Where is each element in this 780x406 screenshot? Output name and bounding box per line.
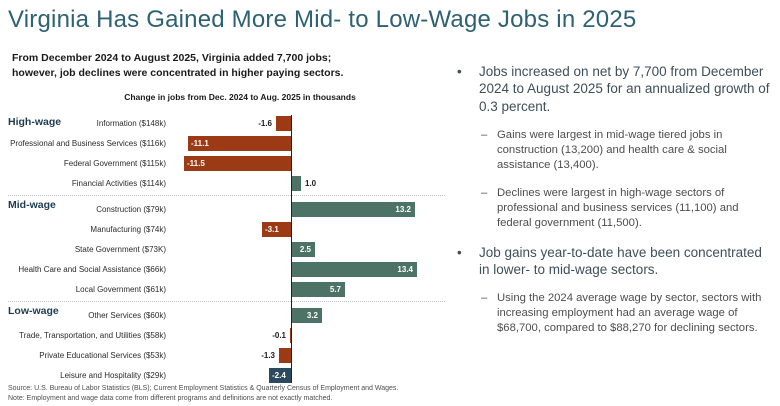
sector-label: Professional and Business Services ($116… bbox=[10, 138, 166, 148]
value-bar bbox=[262, 221, 291, 237]
value-label: -11.5 bbox=[187, 159, 205, 168]
tier-label-mid-wage: Mid-wage bbox=[8, 199, 56, 211]
value-bar bbox=[292, 175, 301, 191]
bullet-text: Jobs increased on net by 7,700 from Dece… bbox=[479, 64, 770, 114]
bullet-text: Job gains year-to-date have been concent… bbox=[479, 244, 762, 278]
tier-label-high-wage: High-wage bbox=[8, 116, 62, 128]
bar-plot-area: -1.3 bbox=[166, 347, 445, 363]
value-label: 2.5 bbox=[299, 245, 311, 254]
value-bar bbox=[188, 135, 291, 151]
callout-line-2: however, job declines were concentrated … bbox=[12, 66, 344, 79]
bullet-dash-icon: – bbox=[481, 128, 488, 141]
bullet-dot-icon: • bbox=[457, 64, 462, 79]
sector-label: Information ($148k) bbox=[96, 118, 166, 128]
value-label: 13.4 bbox=[397, 265, 413, 274]
value-label: 1.0 bbox=[305, 178, 317, 188]
bullet-dash-icon: – bbox=[481, 292, 488, 305]
tier-group-mid-wage: Mid-wage Construction ($79k) 13.2 Manufactu… bbox=[8, 195, 445, 299]
bar-row: Information ($148k) -1.6 bbox=[8, 113, 445, 133]
sector-label: Federal Government ($115k) bbox=[63, 158, 166, 168]
takeaway-sub-bullet: – Gains were largest in mid-wage tiered j… bbox=[452, 128, 776, 173]
bar-chart: High-wage Information ($148k) -1.6 Professi… bbox=[8, 113, 445, 385]
bar-row: Other Services ($60k) 3.2 bbox=[8, 305, 445, 325]
value-bar bbox=[279, 347, 291, 363]
chart-callout: From December 2024 to August 2025, Virgi… bbox=[12, 51, 412, 80]
value-label: 5.7 bbox=[329, 285, 341, 294]
source-note: Source: U.S. Bureau of Labor Statistics … bbox=[8, 385, 399, 392]
sector-label: Leisure and Hospitality ($29k) bbox=[60, 370, 166, 380]
value-label: -3.1 bbox=[265, 225, 279, 234]
takeaway-sub-bullet: – Declines were largest in high-wage sect… bbox=[452, 186, 776, 231]
bar-plot-area: -3.1 bbox=[166, 221, 445, 237]
bar-row: Professional and Business Services ($116… bbox=[8, 133, 445, 153]
bar-row: State Government ($73K) 2.5 bbox=[8, 239, 445, 259]
bullet-text: Gains were largest in mid-wage tiered jo… bbox=[497, 128, 727, 171]
value-bar bbox=[292, 281, 345, 297]
tier-group-high-wage: High-wage Information ($148k) -1.6 Professi… bbox=[8, 113, 445, 193]
bullet-dot-icon: • bbox=[457, 244, 462, 260]
sector-label: Financial Activities ($114k) bbox=[71, 178, 166, 188]
bullet-text: Declines were largest in high-wage secto… bbox=[497, 186, 739, 229]
zero-axis-line bbox=[291, 115, 292, 383]
takeaway-bullet: • Job gains year-to-date have been concen… bbox=[452, 244, 776, 279]
bar-row: Trade, Transportation, and Utilities ($5… bbox=[8, 325, 445, 345]
bar-row: Leisure and Hospitality ($29k) -2.4 bbox=[8, 365, 445, 385]
takeaway-bullet: • Jobs increased on net by 7,700 from Dec… bbox=[452, 63, 776, 115]
bar-plot-area: 13.4 bbox=[166, 261, 445, 277]
takeaway-sub-bullet: – Using the 2024 average wage by sector, … bbox=[452, 291, 776, 336]
sector-label: Construction ($79k) bbox=[96, 204, 166, 214]
chart-footer: Source: U.S. Bureau of Labor Statistics … bbox=[8, 384, 448, 404]
value-bar bbox=[184, 155, 291, 171]
bar-row: Health Care and Social Assistance ($66k)… bbox=[8, 259, 445, 279]
bar-row: Private Educational Services ($53k) -1.3 bbox=[8, 345, 445, 365]
bar-row: Local Government ($61k) 5.7 bbox=[8, 279, 445, 299]
bar-plot-area: -2.4 bbox=[166, 367, 445, 383]
value-bar bbox=[276, 115, 291, 131]
bar-plot-area: -11.5 bbox=[166, 155, 445, 171]
chart-title: Change in jobs from Dec. 2024 to Aug. 20… bbox=[124, 92, 356, 102]
value-bar bbox=[292, 261, 417, 277]
data-note: Note: Employment and wage data come from… bbox=[8, 394, 333, 402]
value-label: 13.2 bbox=[395, 205, 411, 214]
sector-label: Manufacturing ($74k) bbox=[90, 224, 166, 234]
sector-label: Other Services ($60k) bbox=[88, 310, 166, 320]
bar-row: Financial Activities ($114k) 1.0 bbox=[8, 173, 445, 193]
value-bar bbox=[292, 201, 415, 217]
value-label: 3.2 bbox=[306, 311, 318, 320]
bar-plot-area: 2.5 bbox=[166, 241, 445, 257]
bullet-text: Using the 2024 average wage by sector, s… bbox=[497, 292, 762, 335]
value-bar bbox=[292, 307, 322, 323]
bar-plot-area: -1.6 bbox=[166, 115, 445, 131]
value-label: -1.3 bbox=[261, 350, 275, 360]
callout-line-1: From December 2024 to August 2025, Virgi… bbox=[12, 52, 332, 64]
value-bar bbox=[290, 327, 291, 343]
bar-row: Manufacturing ($74k) -3.1 bbox=[8, 219, 445, 239]
tier-label-low-wage: Low-wage bbox=[8, 305, 59, 317]
value-label: -1.6 bbox=[258, 118, 272, 128]
page-title: Virginia Has Gained More Mid- to Low-Wag… bbox=[8, 6, 637, 33]
key-takeaways: • Jobs increased on net by 7,700 from Dec… bbox=[452, 63, 776, 349]
bar-plot-area: 13.2 bbox=[166, 201, 445, 217]
tier-group-low-wage: Low-wage Other Services ($60k) 3.2 Trade, T… bbox=[8, 301, 445, 385]
sector-label: State Government ($73K) bbox=[74, 244, 166, 254]
sector-label: Local Government ($61k) bbox=[75, 284, 166, 294]
bar-plot-area: 3.2 bbox=[166, 307, 445, 323]
bar-plot-area: -11.1 bbox=[166, 135, 445, 151]
bullet-dash-icon: – bbox=[481, 186, 488, 199]
value-label: -11.1 bbox=[191, 139, 209, 148]
bar-plot-area: 5.7 bbox=[166, 281, 445, 297]
value-label: -0.1 bbox=[272, 330, 286, 340]
bar-plot-area: -0.1 bbox=[166, 327, 445, 343]
sector-label: Trade, Transportation, and Utilities ($5… bbox=[19, 330, 166, 340]
sector-label: Health Care and Social Assistance ($66k) bbox=[18, 264, 166, 274]
bar-plot-area: 1.0 bbox=[166, 175, 445, 191]
value-bar bbox=[292, 241, 315, 257]
bar-row: Construction ($79k) 13.2 bbox=[8, 199, 445, 219]
value-label: -2.4 bbox=[272, 371, 286, 380]
bar-row: Federal Government ($115k) -11.5 bbox=[8, 153, 445, 173]
value-bar bbox=[269, 367, 291, 383]
sector-label: Private Educational Services ($53k) bbox=[39, 350, 166, 360]
